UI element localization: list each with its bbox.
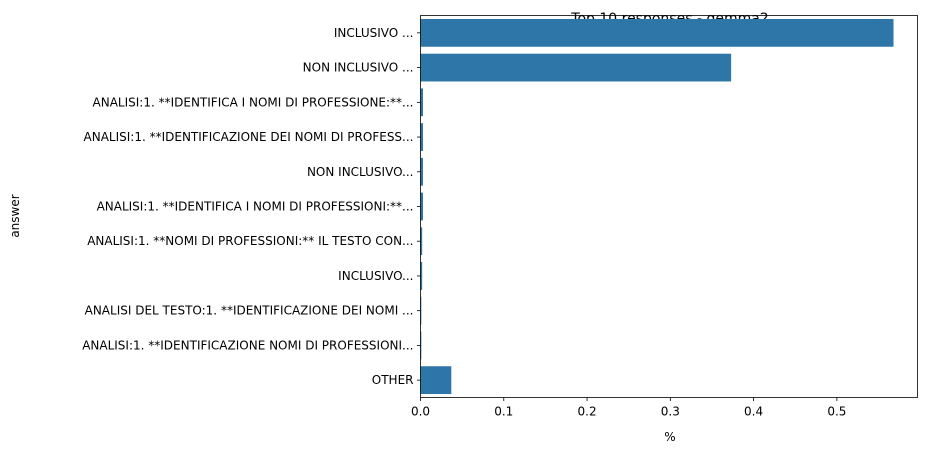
- y-tick-label: INCLUSIVO...: [338, 269, 413, 283]
- bars-group: [420, 18, 894, 395]
- y-tick-label: NON INCLUSIVO...: [307, 165, 414, 179]
- y-tick-label: NON INCLUSIVO ...: [303, 61, 414, 75]
- y-ticks-group: INCLUSIVO ... NON INCLUSIVO ... ANALISI:1.…: [82, 26, 421, 387]
- y-tick-label: ANALISI DEL TESTO:1. **IDENTIFICAZIONE D…: [85, 304, 414, 318]
- x-tick-label: 0.2: [578, 405, 597, 419]
- x-axis-label: %: [664, 430, 675, 444]
- x-ticks-group: 0.0 0.1 0.2 0.3 0.4 0.5: [411, 397, 846, 419]
- bar: [420, 227, 423, 256]
- y-tick-label: ANALISI:1. **IDENTIFICAZIONE NOMI DI PRO…: [82, 338, 413, 352]
- y-tick-label: ANALISI:1. **NOMI DI PROFESSIONI:** IL T…: [87, 234, 413, 248]
- bar: [420, 262, 423, 290]
- bar: [420, 192, 423, 221]
- y-tick-label: ANALISI:1. **IDENTIFICA I NOMI DI PROFES…: [97, 200, 414, 214]
- plot-frame: [420, 15, 918, 398]
- bar: [420, 366, 452, 395]
- y-tick-label: OTHER: [372, 373, 414, 387]
- y-tick-label: INCLUSIVO ...: [334, 26, 414, 40]
- x-tick-label: 0.5: [827, 405, 846, 419]
- y-tick-label: ANALISI:1. **IDENTIFICA I NOMI DI PROFES…: [93, 95, 414, 109]
- x-tick-label: 0.4: [744, 405, 763, 419]
- y-tick-label: ANALISI:1. **IDENTIFICAZIONE DEI NOMI DI…: [84, 130, 414, 144]
- bar: [420, 157, 423, 186]
- bar: [420, 18, 894, 47]
- bar: [420, 53, 732, 82]
- bar: [420, 331, 422, 360]
- x-tick-label: 0.0: [411, 405, 430, 419]
- x-tick-label: 0.1: [494, 405, 513, 419]
- y-axis-label: answer: [8, 194, 22, 237]
- bar: [420, 123, 423, 151]
- x-tick-label: 0.3: [661, 405, 680, 419]
- bar: [420, 296, 422, 325]
- bar: [420, 88, 423, 117]
